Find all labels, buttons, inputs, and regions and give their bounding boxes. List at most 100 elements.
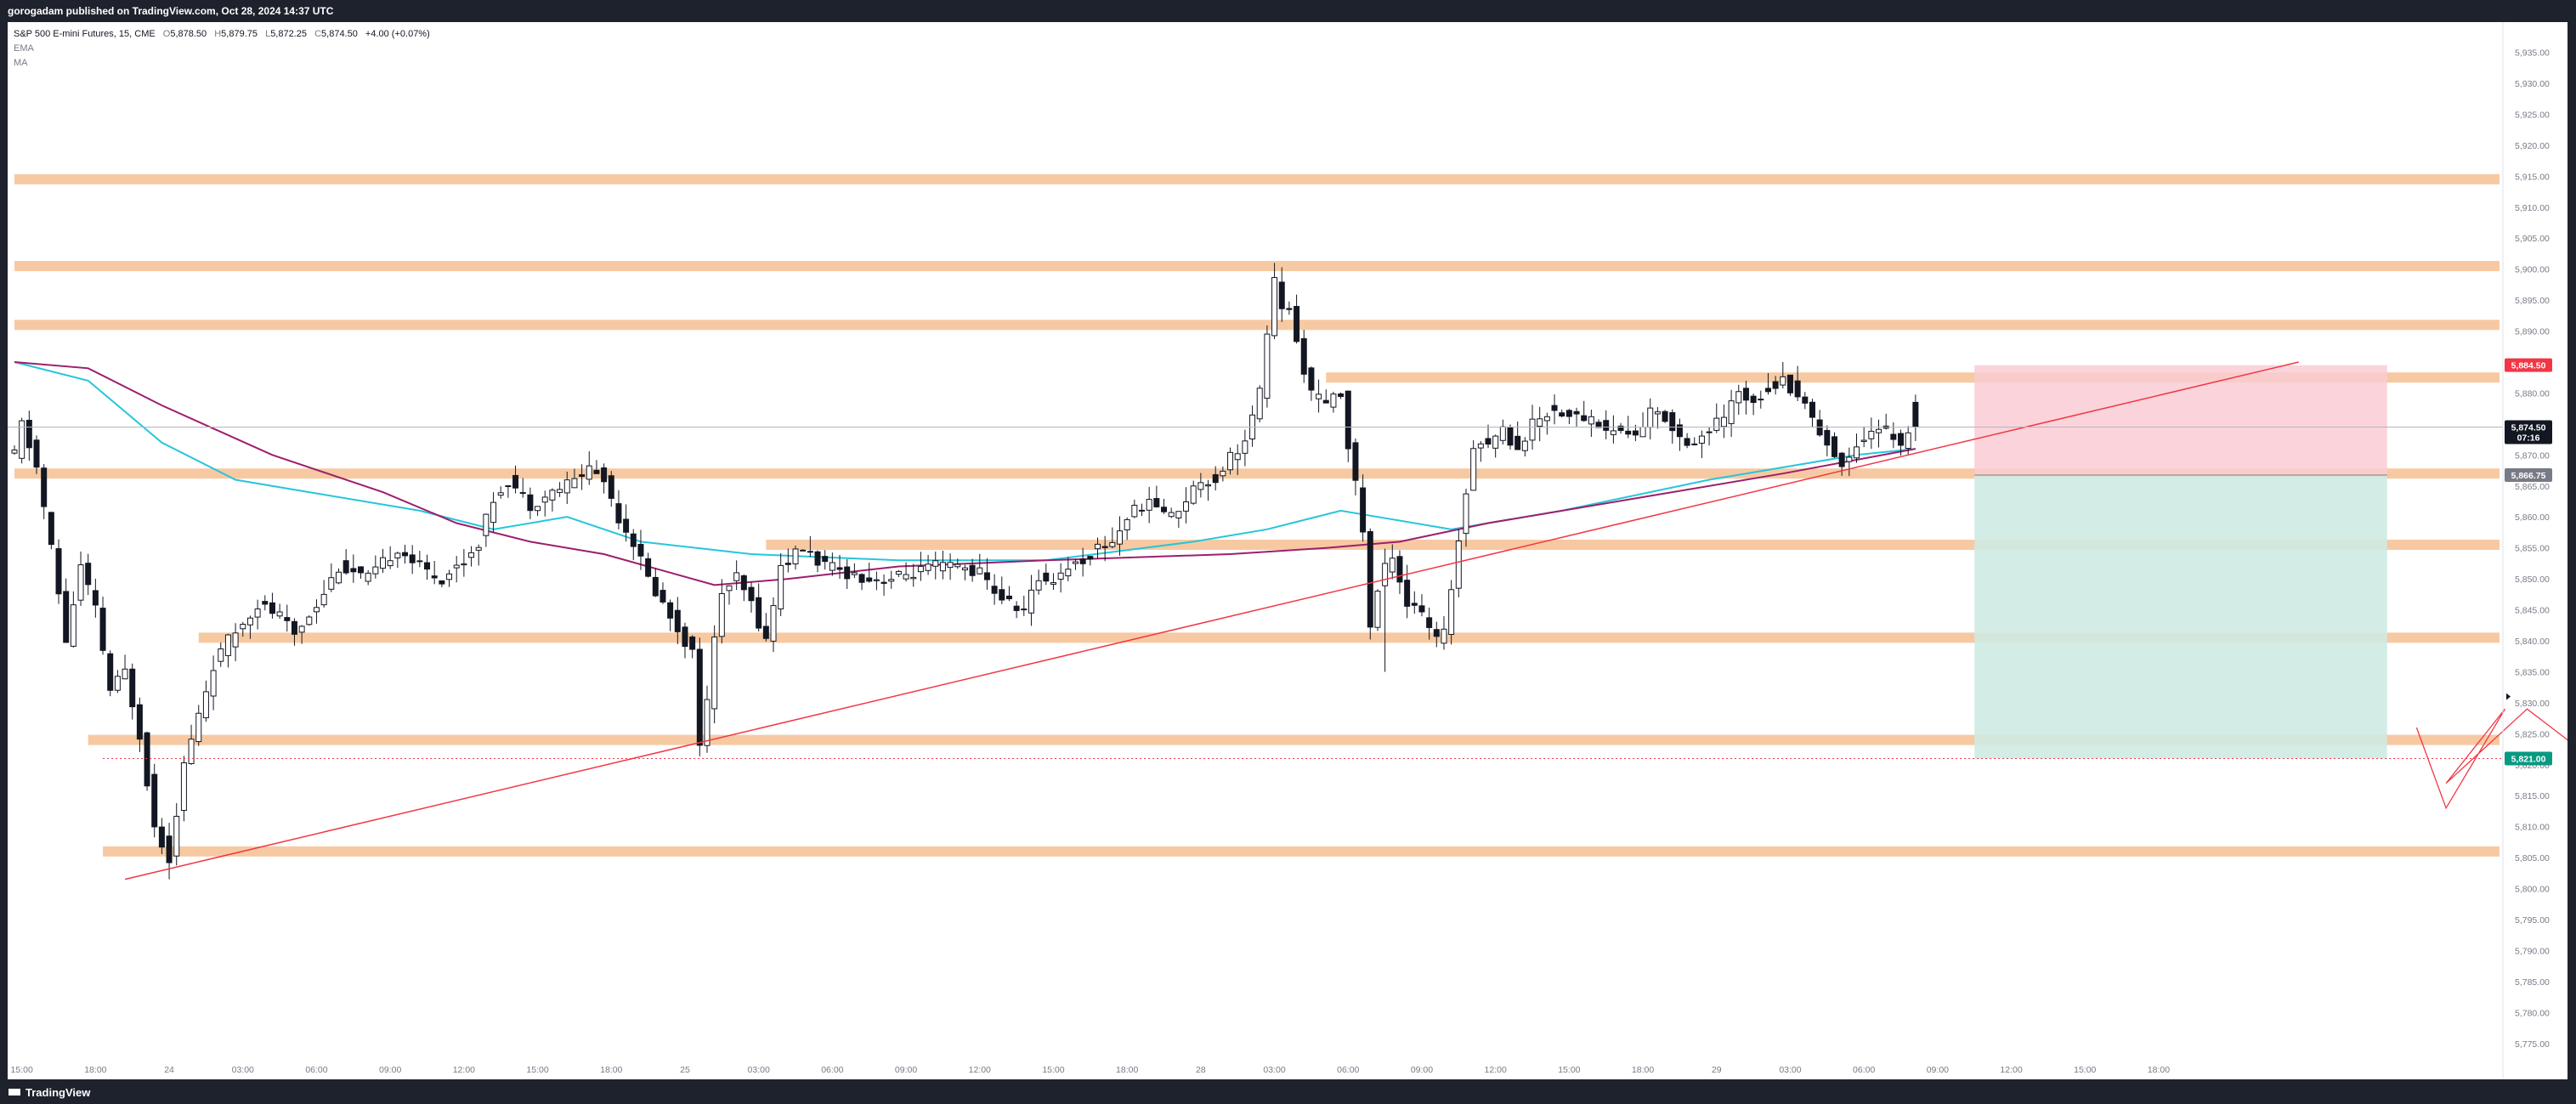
brand-text: TradingView [25,1086,91,1099]
last-price-tag-countdown: 07:16 [2517,433,2540,444]
candle-body [1411,603,1418,606]
candle-body [1735,391,1742,404]
y-tick-label: 5,825.00 [2515,729,2550,739]
candle-body [269,602,275,614]
candle-body [1360,487,1367,533]
y-tick-label: 5,870.00 [2515,450,2550,461]
candle-body [1581,415,1588,422]
candle-body [188,739,195,764]
candle-body [704,699,711,746]
x-tick-label: 29 [1712,1065,1722,1075]
candle-body [1551,405,1558,411]
candle-body [1146,499,1152,511]
candle-body [689,636,696,650]
candle-body [1256,388,1263,420]
x-tick-label: 03:00 [1263,1065,1285,1075]
candle-body [1625,430,1632,435]
candle-body [822,556,829,563]
candle-body [652,576,659,597]
candle-body [1824,429,1831,446]
open-value: 5,878.50 [170,29,207,39]
sr-zone [14,261,2500,272]
candle-body [1698,435,1705,444]
time-axis: 15:00 18:00 24 03:00 06:00 09:00 12:00 15:00 18:… [11,1065,2171,1075]
moving-averages [14,361,1916,586]
candle-body [733,572,740,581]
candle-body [224,634,231,656]
candle-body [969,564,976,576]
candle-body [1220,470,1226,477]
candle-body [1168,512,1175,518]
legend-symbol[interactable]: S&P 500 E-mini Futures, 15, CME [14,29,156,39]
candle-body [756,597,762,629]
candle-body [218,648,224,662]
risk-zone [1974,365,2387,476]
candle-body [1352,442,1359,481]
candle-body [1367,530,1373,628]
x-tick-label: 12:00 [453,1065,475,1075]
candle-body [1470,448,1477,491]
candle-body [1794,380,1801,398]
candle-body [829,562,835,571]
stop-price-tag-bg [2505,358,2552,372]
candle-body [925,563,931,571]
x-tick-label: 09:00 [895,1065,917,1075]
y-tick-label: 5,860.00 [2515,512,2550,523]
candle-body [1654,411,1661,415]
candle-body [1860,439,1867,442]
candle-body [144,732,150,787]
top-bar: gorogadam published on TradingView.com, … [0,0,2576,22]
candlesticks [11,263,1919,880]
x-tick-label: 15:00 [1558,1065,1580,1075]
candle-body [740,575,747,591]
candle-body [571,478,578,489]
legend-indicator-ma[interactable]: MA [14,58,28,68]
candle-body [1772,381,1779,389]
candle-body [313,607,320,613]
candle-body [1418,605,1425,613]
legend-indicator-ema[interactable]: EMA [14,43,34,54]
candle-body [1713,417,1720,431]
candle-body [608,475,614,499]
candle-body [1603,420,1610,431]
y-tick-label: 5,910.00 [2515,203,2550,213]
x-tick-label: 18:00 [600,1065,622,1075]
candle-body [107,653,114,691]
candle-body [615,503,622,524]
candle-body [387,560,393,567]
candle-body [557,489,563,493]
x-tick-label: 12:00 [969,1065,991,1075]
candle-body [19,420,25,459]
sr-zone [14,468,2500,479]
candle-body [240,624,246,630]
candle-body [1322,399,1329,404]
x-tick-label: 09:00 [1411,1065,1433,1075]
candle-body [1396,556,1403,583]
candle-body [497,492,504,496]
candle-body [910,576,917,580]
candle-body [1345,390,1351,450]
candle-body [718,592,725,637]
x-tick-label: 09:00 [379,1065,401,1075]
candle-body [1124,518,1130,530]
y-tick-label: 5,865.00 [2515,482,2550,492]
candle-body [1264,333,1271,399]
candle-body [888,579,895,582]
low-label: L [265,29,271,39]
candle-body [601,467,608,483]
chart-panel[interactable]: 5,935.00 5,930.00 5,925.00 5,920.00 5,915.00… [8,22,2568,1079]
candle-body [1868,430,1875,439]
y-tick-label: 5,855.00 [2515,544,2550,554]
candle-body [1720,416,1727,427]
candle-body [1021,609,1028,611]
tradingview-logo[interactable]: TradingView [8,1086,90,1099]
candle-body [778,564,784,609]
sr-zone [88,734,2500,745]
candle-body [1278,281,1285,309]
candle-body [762,626,769,639]
close-label: C [314,29,322,39]
y-tick-label: 5,815.00 [2515,791,2550,801]
candle-body [630,533,637,547]
price-chart[interactable]: 5,935.00 5,930.00 5,925.00 5,920.00 5,915.00… [8,22,2568,1079]
candle-body [1153,498,1160,507]
